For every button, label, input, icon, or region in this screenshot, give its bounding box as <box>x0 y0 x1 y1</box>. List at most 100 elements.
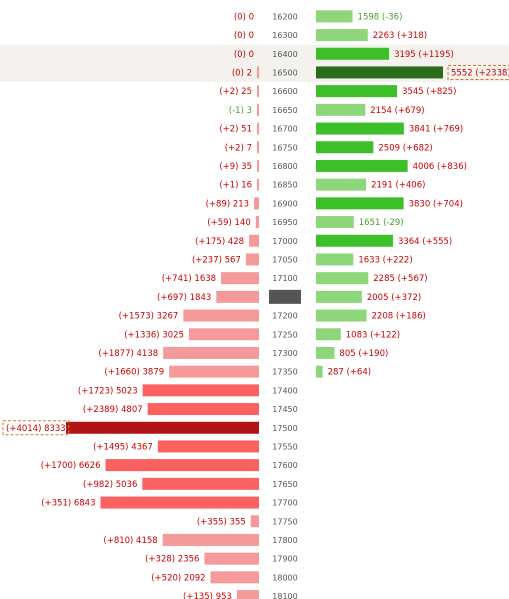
left-value-label: (+982) 5036 <box>83 480 137 490</box>
right-labels-group: 1598 (-36) 2263 (+318) 3195 (+1195) 5552 (+… <box>328 12 509 378</box>
left-value-label: (+175) 428 <box>195 237 244 247</box>
strike-label: 16650 <box>272 106 297 115</box>
strike-label: 18000 <box>272 573 297 582</box>
strike-label: 17550 <box>272 442 297 451</box>
left-bar <box>254 197 259 210</box>
left-value-label: (+1700) 6626 <box>41 461 101 471</box>
strike-label: 18100 <box>272 592 297 599</box>
strike-label: 17150 <box>271 293 299 302</box>
strike-label: 17700 <box>272 499 297 508</box>
left-bar <box>142 384 259 397</box>
strike-label: 17500 <box>272 424 297 433</box>
left-bars-group <box>66 66 259 599</box>
left-value-label: (0) 0 <box>234 12 254 22</box>
right-value-label: 2154 (+679) <box>370 106 424 116</box>
right-bar <box>316 197 404 210</box>
left-bar <box>66 421 259 434</box>
strike-label: 16600 <box>272 87 297 96</box>
left-bar <box>162 533 259 546</box>
left-value-label: (+2) 51 <box>219 125 252 135</box>
right-bar <box>316 85 398 98</box>
left-bar <box>210 571 259 584</box>
right-value-label: 1083 (+122) <box>346 330 400 340</box>
right-value-label: 4006 (+836) <box>413 162 467 172</box>
right-bar <box>316 122 404 135</box>
left-value-label: (0) 0 <box>234 31 254 41</box>
left-bar <box>188 328 259 341</box>
right-bar <box>316 272 369 285</box>
right-value-label: 3195 (+1195) <box>394 50 454 60</box>
left-callout-box <box>2 420 70 436</box>
left-bar <box>250 515 259 528</box>
strike-label: 17300 <box>272 349 297 358</box>
strike-labels-group: 16200 16300 16400 16500 16600 16650 16700 16750… <box>269 12 301 599</box>
left-bar <box>255 216 259 229</box>
left-bar <box>163 346 259 359</box>
left-bar <box>257 103 259 116</box>
right-bar <box>316 328 341 341</box>
right-callout-box <box>447 64 509 80</box>
left-bar <box>245 253 259 266</box>
right-value-label: 2208 (+186) <box>372 312 426 322</box>
left-bar <box>204 552 259 565</box>
left-bar <box>257 66 259 79</box>
right-value-label: 3545 (+825) <box>402 87 456 97</box>
right-bar <box>316 66 443 79</box>
left-bar <box>257 178 259 191</box>
right-bar <box>316 159 408 172</box>
strike-label: 17750 <box>272 517 297 526</box>
left-value-label: (+1336) 3025 <box>124 330 184 340</box>
left-bar <box>257 85 259 98</box>
strike-label: 16850 <box>272 181 297 190</box>
left-labels-group: (0) 0 (0) 0 (0) 0 (0) 2 (+2) 25 (-1) 3 (+2) 51… <box>2 12 254 599</box>
left-value-label: (+135) 953 <box>183 592 232 599</box>
left-value-label: (+1573) 3267 <box>119 312 179 322</box>
left-value-label: (-1) 3 <box>229 106 252 116</box>
strike-label: 16950 <box>272 218 297 227</box>
left-value-label: (+328) 2356 <box>145 555 199 565</box>
left-bar <box>249 234 259 247</box>
left-bar <box>236 590 259 599</box>
left-value-label: (+4014) 8333 <box>6 424 66 434</box>
right-bar <box>316 141 374 154</box>
left-value-label: (0) 2 <box>232 68 252 78</box>
left-bar <box>142 477 259 490</box>
left-bar <box>100 496 259 509</box>
strike-label: 17650 <box>272 480 297 489</box>
left-bar <box>257 159 259 172</box>
left-value-label: (+9) 35 <box>219 162 252 172</box>
right-value-label: 1598 (-36) <box>358 12 403 22</box>
right-bar <box>316 216 354 229</box>
strike-label: 17400 <box>272 386 297 395</box>
right-value-label: 2005 (+372) <box>367 293 421 303</box>
left-bar <box>183 309 259 322</box>
left-bar <box>105 459 259 472</box>
right-value-label: 287 (+64) <box>328 368 372 378</box>
left-value-label: (+2) 25 <box>219 87 252 97</box>
right-value-label: 2285 (+567) <box>373 274 427 284</box>
left-value-label: (+810) 4158 <box>103 536 157 546</box>
right-value-label: 2509 (+682) <box>378 143 432 153</box>
left-value-label: (+2) 7 <box>225 143 252 153</box>
left-bar <box>147 403 259 416</box>
right-bar <box>316 290 362 303</box>
strike-label: 17450 <box>272 405 297 414</box>
strike-label: 16750 <box>272 143 297 152</box>
left-value-label: (+2389) 4807 <box>83 405 143 415</box>
right-value-label: 3364 (+555) <box>398 237 452 247</box>
left-value-label: (+697) 1843 <box>157 293 211 303</box>
strike-label: 17200 <box>272 312 297 321</box>
right-bar <box>316 178 367 191</box>
left-value-label: (+355) 355 <box>197 517 246 527</box>
strike-label: 17000 <box>272 237 297 246</box>
right-bar <box>316 346 335 359</box>
right-value-label: 805 (+190) <box>339 349 388 359</box>
left-value-label: (+1660) 3879 <box>104 368 164 378</box>
right-bar <box>316 47 390 60</box>
strike-label: 17100 <box>272 274 297 283</box>
strike-label: 16200 <box>272 12 297 21</box>
right-value-label: 1651 (-29) <box>359 218 404 228</box>
right-value-label: 3841 (+769) <box>409 125 463 135</box>
left-value-label: (+1877) 4138 <box>98 349 158 359</box>
left-bar <box>257 141 259 154</box>
